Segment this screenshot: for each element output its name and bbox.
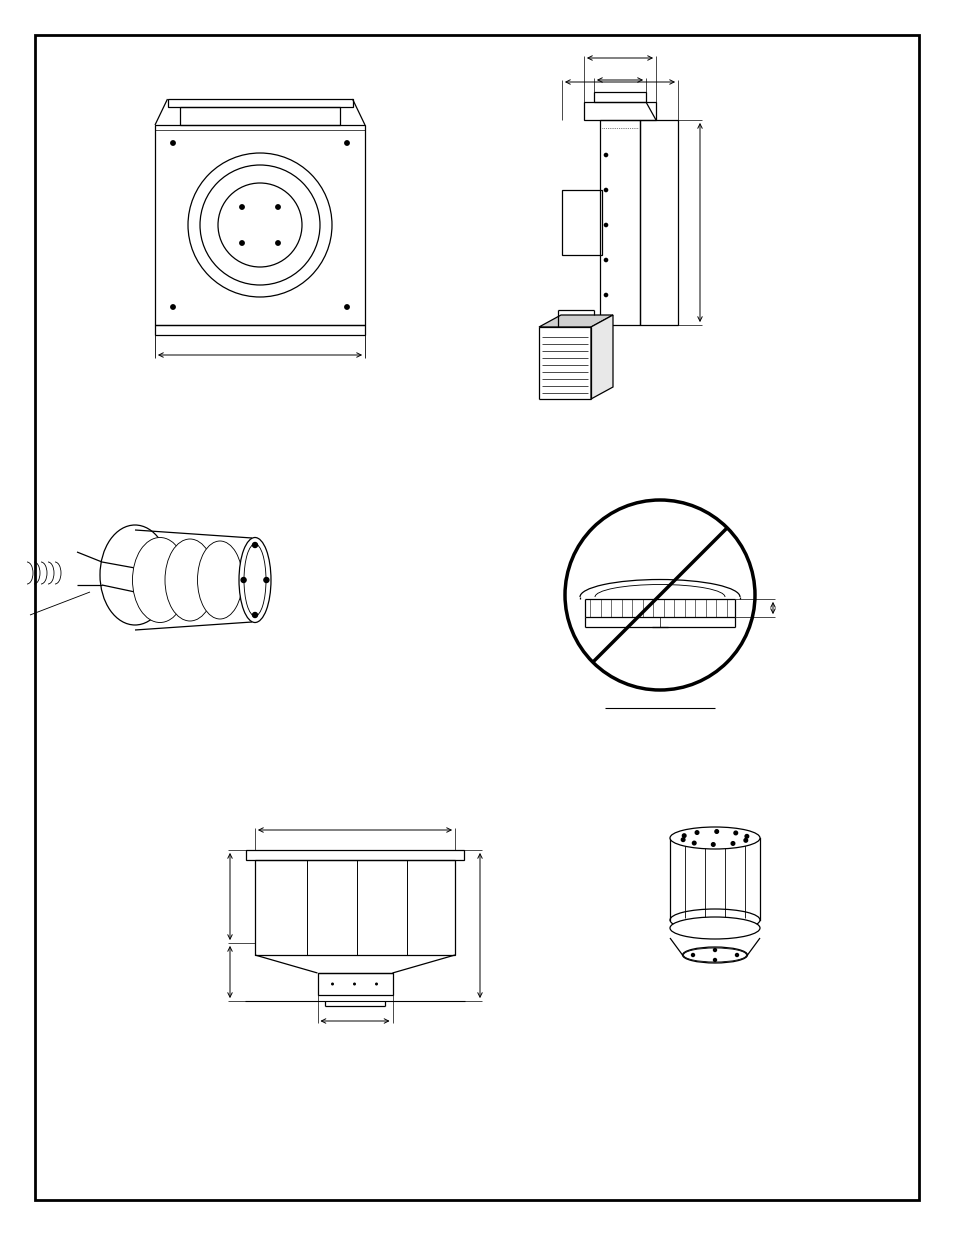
Circle shape — [692, 841, 696, 845]
Circle shape — [353, 983, 355, 986]
Circle shape — [239, 205, 244, 209]
Circle shape — [730, 841, 734, 845]
Circle shape — [275, 205, 280, 209]
Bar — [246, 850, 463, 860]
Circle shape — [714, 830, 718, 834]
Circle shape — [680, 837, 684, 841]
Circle shape — [695, 831, 699, 835]
Ellipse shape — [197, 541, 242, 619]
Circle shape — [253, 613, 257, 618]
Polygon shape — [590, 315, 613, 399]
Circle shape — [604, 153, 607, 157]
Circle shape — [375, 983, 377, 986]
Bar — [317, 973, 392, 995]
Circle shape — [264, 578, 269, 583]
Circle shape — [691, 953, 694, 956]
Circle shape — [171, 141, 175, 146]
Bar — [583, 103, 656, 120]
Polygon shape — [538, 315, 613, 327]
Ellipse shape — [100, 525, 170, 625]
Bar — [594, 91, 645, 103]
Bar — [639, 120, 678, 325]
Circle shape — [744, 835, 748, 839]
Ellipse shape — [239, 537, 271, 622]
Circle shape — [604, 224, 607, 226]
Bar — [599, 120, 639, 325]
Bar — [561, 190, 601, 254]
Bar — [254, 860, 455, 955]
Circle shape — [713, 958, 716, 962]
Circle shape — [743, 839, 747, 842]
Circle shape — [344, 141, 349, 146]
Ellipse shape — [681, 947, 747, 963]
Circle shape — [331, 983, 334, 986]
Ellipse shape — [669, 918, 760, 939]
Ellipse shape — [132, 537, 188, 622]
Circle shape — [735, 953, 738, 956]
Circle shape — [604, 189, 607, 191]
Circle shape — [711, 842, 715, 846]
Circle shape — [733, 831, 737, 835]
Ellipse shape — [669, 827, 760, 848]
Circle shape — [239, 241, 244, 246]
Circle shape — [171, 305, 175, 309]
Circle shape — [241, 578, 246, 583]
Circle shape — [604, 258, 607, 262]
Ellipse shape — [165, 538, 214, 621]
Bar — [180, 107, 339, 125]
Circle shape — [253, 542, 257, 547]
Bar — [154, 125, 365, 325]
Circle shape — [344, 305, 349, 309]
Bar — [154, 325, 365, 335]
Circle shape — [681, 834, 685, 837]
Circle shape — [713, 948, 716, 951]
Circle shape — [604, 294, 607, 296]
Bar — [168, 99, 352, 107]
Circle shape — [275, 241, 280, 246]
